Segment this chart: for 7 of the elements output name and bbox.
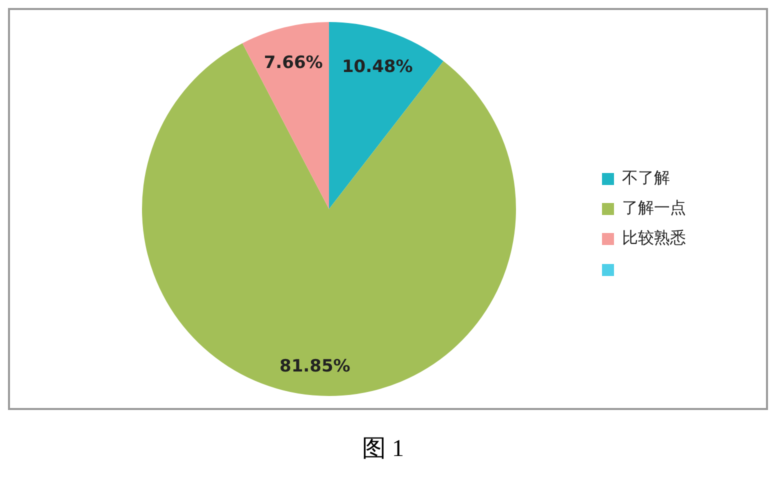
data-label: 81.85% <box>280 356 350 377</box>
legend-label: 比较熟悉 <box>622 228 686 248</box>
legend-label: 了解一点 <box>622 198 686 218</box>
data-label: 10.48% <box>342 56 413 77</box>
caption: 图 1 <box>361 435 405 464</box>
legend-label: 不了解 <box>622 168 670 188</box>
data-label: 7.66% <box>264 53 323 74</box>
